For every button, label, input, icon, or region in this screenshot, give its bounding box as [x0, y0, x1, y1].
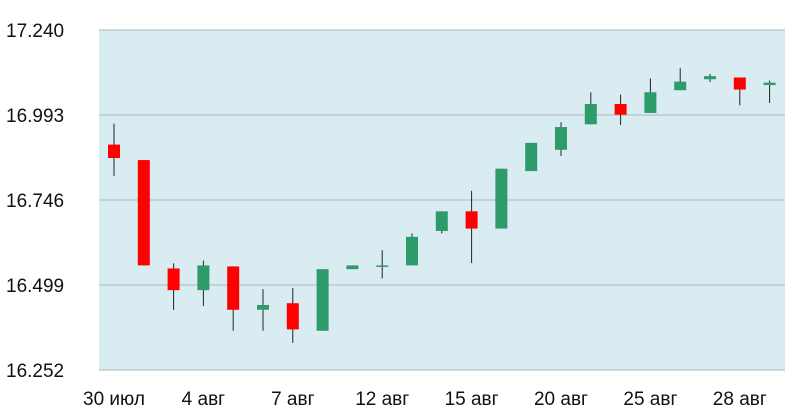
candle — [644, 78, 657, 113]
candle — [227, 266, 240, 331]
gridlines — [99, 29, 785, 371]
candle-body — [108, 144, 120, 159]
candle-body — [227, 266, 240, 310]
candle — [495, 168, 508, 229]
x-axis: 30 июл 4 авг 7 авг 12 авг 15 авг 20 авг 25 авг… — [83, 389, 767, 410]
candle-body — [495, 168, 508, 229]
x-tick-label: 20 авг — [534, 389, 588, 410]
candle — [286, 288, 299, 343]
candle-body — [257, 304, 269, 310]
candle-body — [286, 303, 299, 330]
y-axis: 17.240 16.993 16.746 16.499 16.252 — [6, 21, 64, 382]
candle-body — [137, 160, 150, 266]
candle-body — [465, 211, 478, 229]
candle-body — [346, 265, 359, 270]
candle-body — [376, 265, 389, 267]
candle — [674, 68, 687, 91]
candles — [108, 68, 776, 343]
y-tick-label: 16.993 — [6, 106, 64, 127]
candle-body — [197, 265, 210, 291]
candle — [465, 190, 478, 263]
candle — [346, 265, 359, 270]
candle-body — [644, 92, 657, 113]
y-tick-label: 16.746 — [6, 191, 64, 212]
candle-body — [316, 269, 329, 331]
x-tick-label: 25 авг — [623, 389, 677, 410]
x-tick-label: 30 июл — [83, 389, 145, 410]
candle — [763, 80, 776, 103]
x-tick-label: 7 авг — [271, 389, 315, 410]
x-tick-label: 12 авг — [355, 389, 409, 410]
candle — [316, 269, 329, 331]
y-tick-label: 16.252 — [6, 361, 64, 382]
candle-body — [406, 236, 418, 266]
candle-body — [733, 77, 746, 90]
candle — [257, 289, 269, 331]
candle-body — [584, 103, 597, 125]
candle-body — [435, 211, 448, 231]
candle-body — [167, 268, 180, 291]
x-tick-label: 15 авг — [445, 389, 499, 410]
candle-body — [704, 76, 716, 80]
candle — [108, 123, 120, 176]
candle-body — [614, 103, 627, 115]
candle — [376, 250, 389, 279]
candle — [197, 260, 210, 306]
candle — [555, 122, 567, 156]
x-tick-label: 4 авг — [182, 389, 226, 410]
candle — [406, 233, 418, 266]
candle-body — [674, 81, 687, 91]
y-tick-label: 17.240 — [6, 21, 64, 42]
candle-body — [525, 142, 538, 172]
candle — [525, 142, 538, 172]
candle — [167, 263, 180, 310]
candle — [614, 94, 627, 125]
candle — [584, 92, 597, 125]
y-tick-label: 16.499 — [6, 276, 64, 297]
candle — [137, 160, 150, 266]
candle — [435, 211, 448, 234]
candle-body — [763, 82, 776, 86]
candle — [704, 74, 716, 82]
x-tick-label: 28 авг — [713, 389, 767, 410]
candle — [733, 77, 746, 106]
candle-body — [555, 127, 567, 150]
